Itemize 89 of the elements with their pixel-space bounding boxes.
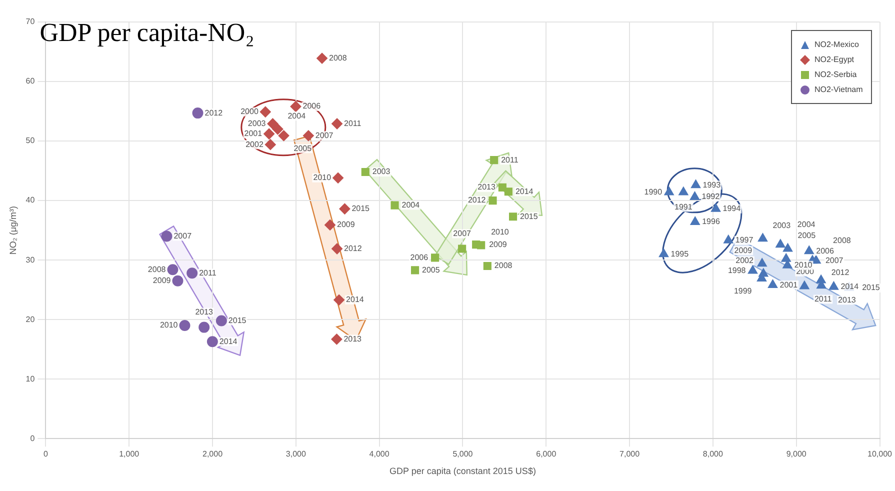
legend-label: NO2-Mexico [814, 39, 859, 51]
annotation: 2004 [288, 111, 306, 120]
annotation: 2010 [313, 173, 332, 182]
annotation: 2015 [228, 316, 247, 325]
annotation: 2009 [734, 246, 753, 255]
annotation: 2015 [352, 204, 370, 214]
annotation: 2011 [501, 155, 519, 164]
legend-label: NO2-Vietnam [814, 84, 863, 96]
annotation: 2002 [246, 140, 264, 149]
annotation: 2013 [195, 308, 214, 317]
annotation: 2008 [148, 264, 166, 274]
y-axis-title: NO₂ (μg/m³) [8, 206, 18, 255]
annotation: 2007 [315, 130, 334, 140]
x-tick-label: 5,000 [452, 450, 474, 459]
x-tick-label: 3,000 [286, 450, 306, 459]
x-tick-label: 0 [43, 450, 48, 459]
annotation: 2008 [494, 261, 513, 270]
annotation: 1994 [722, 204, 742, 214]
annotation: 2014 [219, 336, 238, 346]
annotation: 2002 [736, 256, 754, 265]
annotation: 2008 [833, 236, 852, 245]
annotation: 1999 [734, 286, 752, 296]
annotation: 2000 [240, 107, 259, 116]
y-tick-label: 20 [26, 314, 36, 324]
annotation: 2011 [199, 268, 217, 278]
annotation: 1997 [735, 236, 754, 245]
x-tick-label: 6,000 [536, 450, 557, 459]
annotation: 2005 [294, 144, 312, 153]
x-tick-label: 4,000 [369, 450, 390, 459]
x-tick-label: 2,000 [202, 450, 224, 459]
x-axis-title: GDP per capita (constant 2015 US$) [390, 466, 536, 476]
annotation: 2008 [329, 54, 348, 63]
annotation: 1996 [702, 217, 720, 226]
annotation: 2009 [489, 240, 508, 249]
annotation: 2010 [794, 260, 813, 270]
annotation: 2012 [204, 108, 224, 118]
annotation: 1990 [644, 187, 663, 196]
annotation: 2014 [346, 295, 364, 304]
annotation: 2011 [814, 294, 832, 304]
annotation: 1995 [670, 249, 690, 258]
annotation: 2004 [797, 220, 816, 229]
annotation: 2006 [410, 252, 429, 262]
x-tick-label: 8,000 [702, 450, 724, 459]
y-tick-label: 10 [26, 374, 36, 384]
annotation: 1993 [702, 180, 722, 190]
annotation: 2012 [831, 268, 850, 277]
y-tick-label: 50 [26, 136, 36, 146]
annotation: 2011 [344, 118, 362, 128]
annotation: 2001 [244, 129, 263, 138]
annotation: 2006 [816, 246, 834, 256]
annotation: 2010 [160, 320, 178, 330]
annotation: 2014 [515, 186, 534, 196]
annotation: 2009 [152, 276, 172, 286]
y-tick-label: 60 [26, 76, 36, 86]
annotation: 2015 [862, 283, 880, 292]
annotation: 2003 [772, 220, 792, 230]
x-tick-label: 7,000 [620, 450, 640, 459]
annotation: 2001 [780, 280, 798, 290]
legend-label: NO2-Serbia [814, 69, 857, 81]
annotation: 1998 [728, 266, 746, 275]
annotation: 2009 [337, 220, 356, 230]
x-tick-label: 9,000 [786, 450, 807, 459]
annotation: 2012 [468, 196, 486, 205]
annotation: 2013 [478, 182, 496, 192]
x-tick-label: 10,000 [868, 450, 893, 459]
annotation: 2003 [372, 167, 391, 176]
annotation: 2010 [491, 227, 510, 236]
y-tick-label: 40 [26, 196, 36, 205]
annotation: 1991 [674, 202, 693, 212]
annotation: 2007 [174, 231, 192, 240]
annotation: 2007 [453, 228, 472, 238]
y-tick-label: 70 [26, 17, 36, 26]
x-tick-label: 1,000 [119, 450, 140, 459]
annotation: 2015 [520, 212, 538, 221]
chart-title: GDP per capita-NO₂ [40, 18, 254, 48]
annotation: 2007 [825, 256, 844, 265]
annotation: 2005 [798, 230, 816, 240]
legend-label: NO2-Egypt [814, 54, 854, 66]
annotation: 2005 [422, 265, 440, 274]
annotation: 2004 [402, 200, 420, 210]
annotation: 2013 [838, 295, 856, 304]
annotation: 2000 [796, 267, 814, 276]
annotation: 2006 [302, 102, 322, 111]
annotation: 2003 [248, 118, 266, 128]
y-tick-label: 30 [26, 255, 36, 264]
annotation: 1992 [702, 192, 720, 202]
annotation: 2013 [344, 334, 362, 344]
annotation: 2012 [344, 244, 362, 253]
y-tick-label: 0 [30, 434, 36, 443]
